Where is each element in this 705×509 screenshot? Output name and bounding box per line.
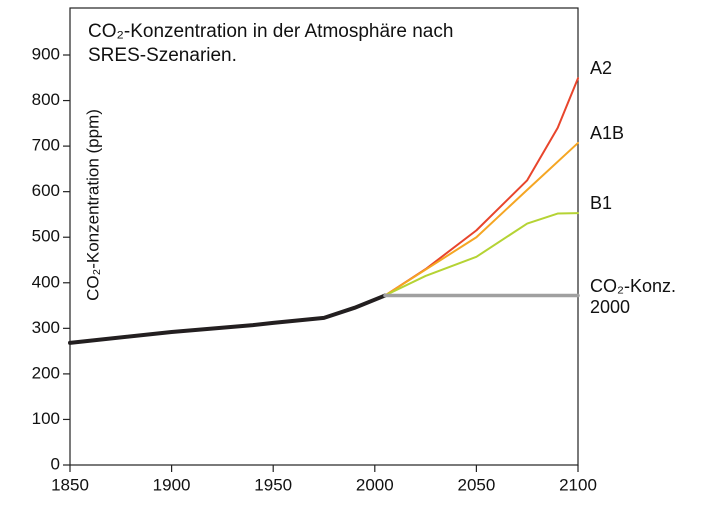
y-tick-label: 500 xyxy=(32,227,60,246)
series-label: A2 xyxy=(590,58,613,79)
series-label: B1 xyxy=(590,193,613,214)
x-tick-label: 1900 xyxy=(153,475,191,494)
y-tick-label: 400 xyxy=(32,272,60,291)
x-tick-label: 1850 xyxy=(51,475,89,494)
y-tick-label: 0 xyxy=(51,454,60,473)
plot-frame xyxy=(69,7,579,466)
series-line xyxy=(383,212,579,297)
x-tick-label: 2000 xyxy=(356,475,394,494)
series-label: CO₂-Konz. 2000 xyxy=(590,275,677,317)
series-line xyxy=(68,293,387,345)
series-line xyxy=(383,141,579,297)
chart-title: CO₂-Konzentration in der Atmosphäre nach… xyxy=(88,21,454,66)
x-tick-label: 1950 xyxy=(254,475,292,494)
series-line xyxy=(383,77,579,297)
y-tick-label: 600 xyxy=(32,181,60,200)
y-axis-label: CO₂-Konzentration (ppm) xyxy=(83,109,102,301)
y-tick-label: 800 xyxy=(32,90,60,109)
y-tick-label: 900 xyxy=(32,44,60,63)
y-tick-label: 700 xyxy=(32,136,60,155)
x-tick-label: 2050 xyxy=(457,475,495,494)
series-label: A1B xyxy=(590,122,625,143)
y-tick-label: 300 xyxy=(32,318,60,337)
x-tick-label: 2100 xyxy=(559,475,597,494)
y-tick-label: 100 xyxy=(32,409,60,428)
y-tick-label: 200 xyxy=(32,363,60,382)
